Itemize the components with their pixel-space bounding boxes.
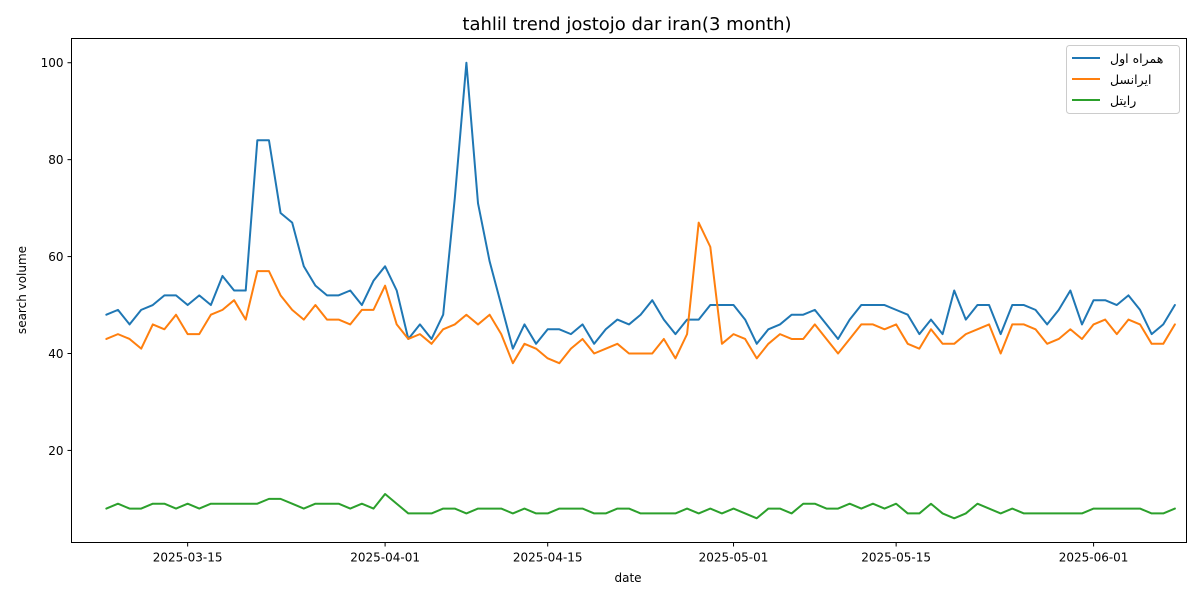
plot-area xyxy=(105,61,1176,520)
legend-label: ایرانسل xyxy=(1110,72,1151,88)
x-tick-label: 2025-05-01 xyxy=(699,551,769,565)
y-tick-label: 40 xyxy=(48,347,63,361)
x-axis-label: date xyxy=(614,571,641,585)
y-tick-label: 20 xyxy=(48,444,63,458)
x-tick-label: 2025-03-15 xyxy=(153,551,223,565)
y-tick-label: 100 xyxy=(41,56,64,70)
series-line-3 xyxy=(105,493,1176,520)
x-tick-label: 2025-05-15 xyxy=(861,551,931,565)
y-axis: 20 40 60 80 100 xyxy=(41,56,72,458)
y-tick-label: 80 xyxy=(48,153,63,167)
y-tick-label: 60 xyxy=(48,250,63,264)
legend: همراه اول ایرانسل رایتل xyxy=(1066,45,1180,114)
legend-box xyxy=(1066,45,1180,114)
plot-frame xyxy=(71,38,1187,543)
series-line-1 xyxy=(105,61,1176,350)
legend-label: رایتل xyxy=(1110,93,1136,109)
x-tick-label: 2025-04-15 xyxy=(513,551,583,565)
x-axis: 2025-03-15 2025-04-01 2025-04-15 2025-05-01… xyxy=(153,542,1129,565)
x-tick-label: 2025-04-01 xyxy=(350,551,420,565)
legend-label: همراه اول xyxy=(1110,51,1163,67)
y-axis-label: search volume xyxy=(15,246,29,334)
chart-title: tahlil trend jostojo dar iran(3 month) xyxy=(462,14,791,35)
x-tick-label: 2025-06-01 xyxy=(1059,551,1129,565)
series-line-2 xyxy=(105,221,1176,365)
